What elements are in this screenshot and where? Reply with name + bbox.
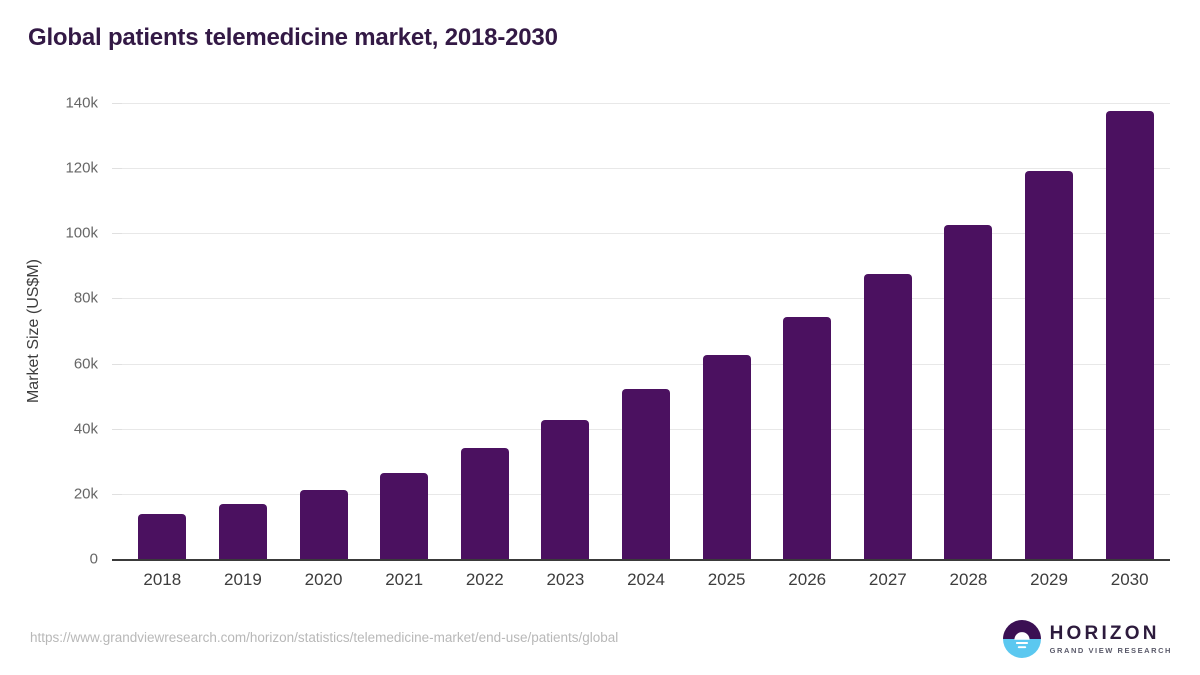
x-tick-label: 2021: [385, 570, 424, 589]
bar-slot: [767, 103, 848, 559]
x-tick-label: 2026: [788, 570, 827, 589]
bar-slot: [203, 103, 284, 559]
bar-2018[interactable]: [138, 514, 187, 559]
bar-slot: [444, 103, 525, 559]
x-tick-label: 2023: [546, 570, 585, 589]
x-tick-label: 2027: [868, 570, 907, 589]
gridline: [122, 168, 1170, 170]
tick-stub: [112, 363, 122, 365]
bar-slot: [525, 103, 606, 559]
y-tick-label: 40k: [73, 420, 98, 438]
x-tick-label: 2024: [627, 570, 665, 589]
bar-2026[interactable]: [783, 317, 832, 559]
x-tick-label: 2025: [707, 570, 746, 589]
y-tick-label: 0: [89, 550, 98, 568]
bar-2030[interactable]: [1105, 110, 1154, 559]
bar-2025[interactable]: [702, 354, 751, 559]
x-tick-label: 2028: [949, 570, 988, 589]
logo-wordmark: HORIZON: [1049, 622, 1160, 644]
tick-stub: [112, 168, 122, 170]
bar-2028[interactable]: [944, 225, 993, 559]
tick-stub: [112, 103, 122, 104]
bar-2020[interactable]: [299, 489, 348, 559]
logo-text: HORIZON GRAND VIEW RESEARCH: [1050, 624, 1172, 655]
y-tick-label: 60k: [73, 355, 98, 373]
bar-slot: [364, 103, 445, 559]
bar-slot: [1009, 103, 1090, 559]
gridline: [122, 363, 1170, 365]
x-tick-label: 2018: [143, 570, 182, 589]
x-tick-label: 2030: [1110, 570, 1149, 589]
brand-logo: HORIZON GRAND VIEW RESEARCH: [1002, 618, 1172, 660]
gridline: [122, 233, 1170, 235]
bar-2021[interactable]: [380, 473, 429, 559]
y-tick-label: 20k: [73, 485, 98, 503]
y-tick-label: 80k: [73, 289, 98, 307]
bar-slot: [122, 103, 203, 559]
source-url[interactable]: https://www.grandviewresearch.com/horizo…: [30, 630, 619, 645]
plot-area: 0 20k 40k 60k 80k 100k 120k 140k: [65, 95, 1170, 568]
tick-stub: [112, 428, 122, 430]
bar-slot: [1089, 103, 1170, 559]
page-title: Global patients telemedicine market, 201…: [28, 24, 558, 51]
bar-2019[interactable]: [218, 503, 267, 559]
gridline: [122, 298, 1170, 300]
bar-series: [122, 103, 1170, 559]
tick-stub: [112, 298, 122, 300]
bar-slot: [686, 103, 767, 559]
bar-slot: [283, 103, 364, 559]
bar-2029[interactable]: [1025, 170, 1074, 559]
x-tick-label: 2019: [224, 570, 262, 589]
bar-2027[interactable]: [863, 273, 912, 559]
bar-2024[interactable]: [621, 388, 670, 559]
y-tick-label: 100k: [65, 224, 98, 242]
bar-2022[interactable]: [460, 447, 509, 559]
tick-stub: [112, 493, 122, 495]
bar-2023[interactable]: [541, 419, 590, 559]
x-tick-label: 2020: [304, 570, 343, 589]
logo-tagline: GRAND VIEW RESEARCH: [1049, 645, 1172, 655]
x-tick-label: 2022: [465, 570, 504, 589]
x-tick-label: 2029: [1030, 570, 1068, 589]
gridline: [122, 103, 1170, 104]
bar-slot: [606, 103, 687, 559]
bar-slot: [848, 103, 929, 559]
y-axis-title-label: Market Size (US$M): [25, 258, 42, 404]
horizon-logo-icon: [1002, 620, 1041, 658]
bar-slot: [928, 103, 1009, 559]
gridline: [122, 559, 1170, 561]
y-tick-label: 120k: [65, 159, 98, 177]
y-tick-label: 140k: [65, 94, 98, 112]
tick-stub: [112, 233, 122, 235]
tick-stub: [112, 559, 122, 561]
